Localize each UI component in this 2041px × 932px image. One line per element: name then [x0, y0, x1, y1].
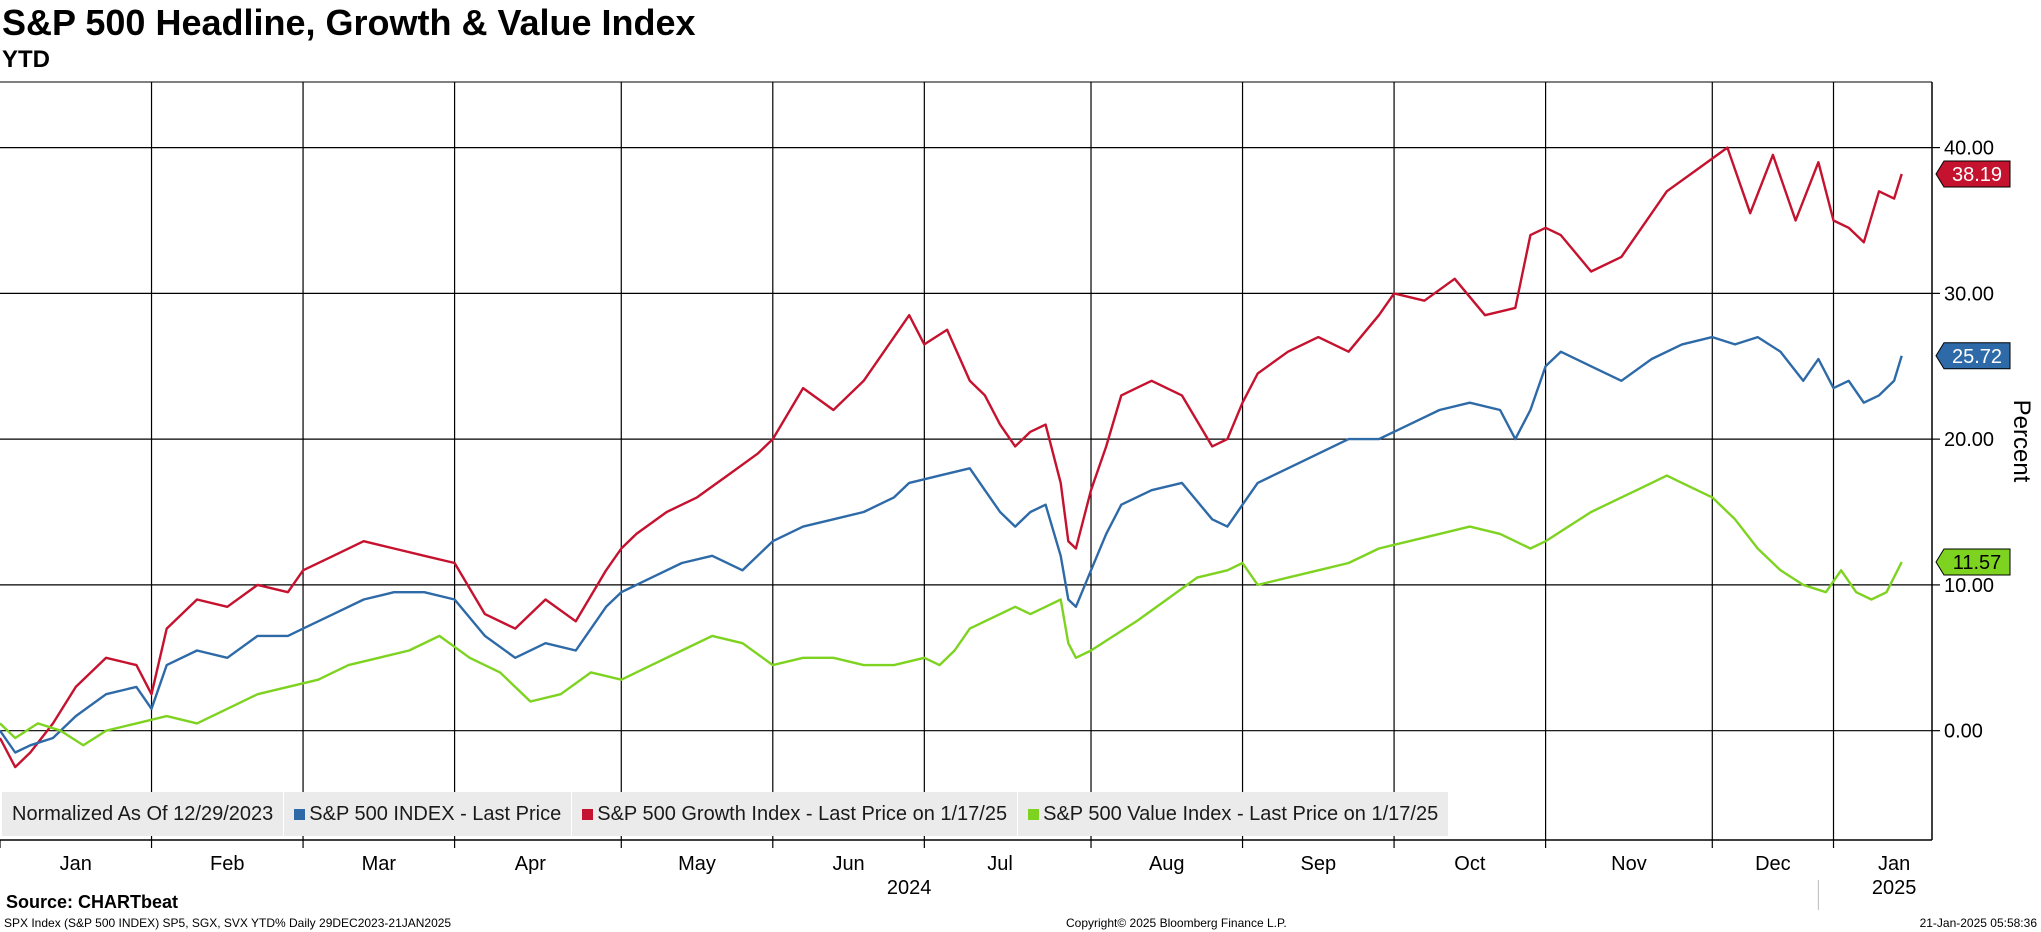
series-line-s-p-500-index	[0, 335, 1903, 754]
last-value-label-s-p-500-index: 25.72	[1952, 346, 2002, 368]
footer-copyright: Copyright© 2025 Bloomberg Finance L.P.	[1066, 916, 1287, 930]
y-tick-label: 20.00	[1944, 429, 1994, 451]
chart-legend: Normalized As Of 12/29/2023 S&P 500 INDE…	[2, 792, 1449, 836]
last-value-label-s-p-500-growth-index: 38.19	[1952, 164, 2002, 186]
legend-label-sp500: S&P 500 INDEX - Last Price	[309, 802, 562, 825]
footer-ticker-info: SPX Index (S&P 500 INDEX) SP5, SGX, SVX …	[4, 916, 452, 930]
last-value-label-s-p-500-value-index: 11.57	[1953, 552, 2002, 574]
y-axis-label: Percent	[2008, 400, 2035, 483]
x-year-label: 2025	[1872, 877, 1917, 899]
x-month-label: Jan	[1878, 853, 1910, 875]
series-line-s-p-500-growth-index	[0, 146, 1903, 769]
legend-label-growth: S&P 500 Growth Index - Last Price on 1/1…	[597, 802, 1008, 825]
last-value-tag-s-p-500-value-index	[1935, 548, 2011, 576]
legend-swatch-growth	[582, 808, 594, 820]
legend-label-value: S&P 500 Value Index - Last Price on 1/17…	[1043, 802, 1439, 825]
last-value-tag-s-p-500-index	[1935, 342, 2011, 370]
source-note: Source: CHARTbeat	[6, 892, 179, 912]
x-month-label: Jun	[832, 853, 864, 875]
x-month-label: Jan	[60, 853, 92, 875]
x-month-label: Jul	[987, 853, 1013, 875]
legend-item-growth[interactable]: S&P 500 Growth Index - Last Price on 1/1…	[572, 792, 1019, 836]
legend-normalized-note: Normalized As Of 12/29/2023	[2, 792, 285, 836]
chart-title: S&P 500 Headline, Growth & Value Index	[2, 2, 696, 43]
footer-timestamp: 21-Jan-2025 05:58:36	[1919, 916, 2037, 930]
x-month-label: Nov	[1611, 853, 1647, 875]
legend-normalized-label: Normalized As Of 12/29/2023	[12, 802, 274, 825]
x-month-label: Dec	[1755, 853, 1791, 875]
x-year-label: 2024	[887, 877, 932, 899]
x-month-label: Apr	[515, 853, 546, 875]
x-month-label: Feb	[210, 853, 244, 875]
x-month-label: Sep	[1301, 853, 1337, 875]
legend-swatch-sp500	[294, 808, 306, 820]
y-tick-label: 30.00	[1944, 283, 1994, 305]
x-month-label: Mar	[362, 853, 397, 875]
legend-swatch-value	[1028, 808, 1040, 820]
x-month-label: May	[678, 853, 716, 875]
y-tick-label: 0.00	[1944, 721, 1983, 743]
x-month-label: Oct	[1454, 853, 1486, 875]
chart-subtitle: YTD	[2, 46, 50, 73]
last-value-tag-s-p-500-growth-index	[1935, 160, 2011, 188]
y-tick-label: 40.00	[1944, 138, 1994, 160]
legend-item-value[interactable]: S&P 500 Value Index - Last Price on 1/17…	[1018, 792, 1448, 836]
legend-item-sp500[interactable]: S&P 500 INDEX - Last Price	[284, 792, 573, 836]
series-line-s-p-500-value-index	[0, 474, 1903, 747]
x-month-label: Aug	[1149, 853, 1185, 875]
y-tick-label: 10.00	[1944, 575, 1994, 597]
